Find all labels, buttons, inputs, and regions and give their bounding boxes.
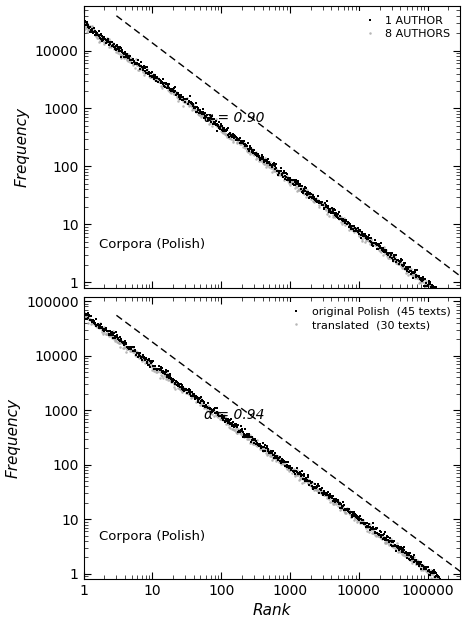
8 AUTHORS bbox=[168, 89, 174, 96]
Line: original Polish  (45 texts): original Polish (45 texts) bbox=[82, 311, 441, 582]
original Polish  (45 texts) bbox=[194, 394, 199, 402]
8 AUTHORS bbox=[81, 23, 86, 31]
Legend: 1 AUTHOR, 8 AUTHORS: 1 AUTHOR, 8 AUTHORS bbox=[354, 11, 455, 43]
8 AUTHORS bbox=[358, 228, 364, 236]
8 AUTHORS bbox=[194, 107, 199, 115]
Line: translated  (30 texts): translated (30 texts) bbox=[82, 311, 441, 582]
1 AUTHOR bbox=[82, 17, 88, 25]
8 AUTHORS bbox=[402, 265, 408, 273]
Text: (a): (a) bbox=[418, 14, 444, 32]
1 AUTHOR bbox=[402, 260, 408, 267]
Text: Corpora (Polish): Corpora (Polish) bbox=[99, 238, 205, 251]
original Polish  (45 texts) bbox=[81, 309, 86, 316]
original Polish  (45 texts) bbox=[437, 577, 442, 584]
original Polish  (45 texts) bbox=[81, 309, 87, 316]
8 AUTHORS bbox=[315, 198, 321, 206]
1 AUTHOR bbox=[168, 85, 174, 93]
Y-axis label: Frequency: Frequency bbox=[14, 107, 29, 187]
1 AUTHOR bbox=[436, 291, 441, 298]
translated  (30 texts) bbox=[194, 396, 199, 403]
translated  (30 texts) bbox=[315, 487, 321, 494]
Text: (b): (b) bbox=[417, 305, 444, 323]
Text: α = 0.94: α = 0.94 bbox=[204, 407, 264, 422]
1 AUTHOR bbox=[182, 95, 187, 103]
original Polish  (45 texts) bbox=[402, 549, 408, 557]
original Polish  (45 texts) bbox=[168, 375, 174, 383]
translated  (30 texts) bbox=[402, 552, 408, 560]
translated  (30 texts) bbox=[81, 312, 86, 319]
8 AUTHORS bbox=[182, 98, 187, 105]
translated  (30 texts) bbox=[81, 308, 87, 316]
Line: 1 AUTHOR: 1 AUTHOR bbox=[82, 20, 441, 296]
translated  (30 texts) bbox=[437, 577, 442, 585]
Line: 8 AUTHORS: 8 AUTHORS bbox=[82, 22, 441, 297]
1 AUTHOR bbox=[315, 193, 321, 200]
8 AUTHORS bbox=[434, 292, 440, 300]
X-axis label: Rank: Rank bbox=[253, 603, 291, 618]
translated  (30 texts) bbox=[182, 385, 187, 392]
1 AUTHOR bbox=[358, 231, 364, 238]
1 AUTHOR bbox=[437, 290, 443, 297]
Y-axis label: Frequency: Frequency bbox=[6, 398, 21, 478]
1 AUTHOR bbox=[194, 104, 199, 111]
original Polish  (45 texts) bbox=[437, 575, 443, 583]
Text: α = 0.90: α = 0.90 bbox=[204, 111, 264, 125]
original Polish  (45 texts) bbox=[315, 480, 321, 487]
translated  (30 texts) bbox=[358, 519, 364, 526]
translated  (30 texts) bbox=[437, 576, 443, 583]
Text: Corpora (Polish): Corpora (Polish) bbox=[99, 530, 205, 542]
Legend: original Polish  (45 texts), translated  (30 texts): original Polish (45 texts), translated (… bbox=[281, 303, 455, 334]
translated  (30 texts) bbox=[168, 378, 174, 385]
8 AUTHORS bbox=[437, 289, 443, 296]
8 AUTHORS bbox=[81, 19, 87, 27]
1 AUTHOR bbox=[81, 18, 86, 26]
original Polish  (45 texts) bbox=[182, 385, 187, 392]
original Polish  (45 texts) bbox=[358, 515, 364, 523]
